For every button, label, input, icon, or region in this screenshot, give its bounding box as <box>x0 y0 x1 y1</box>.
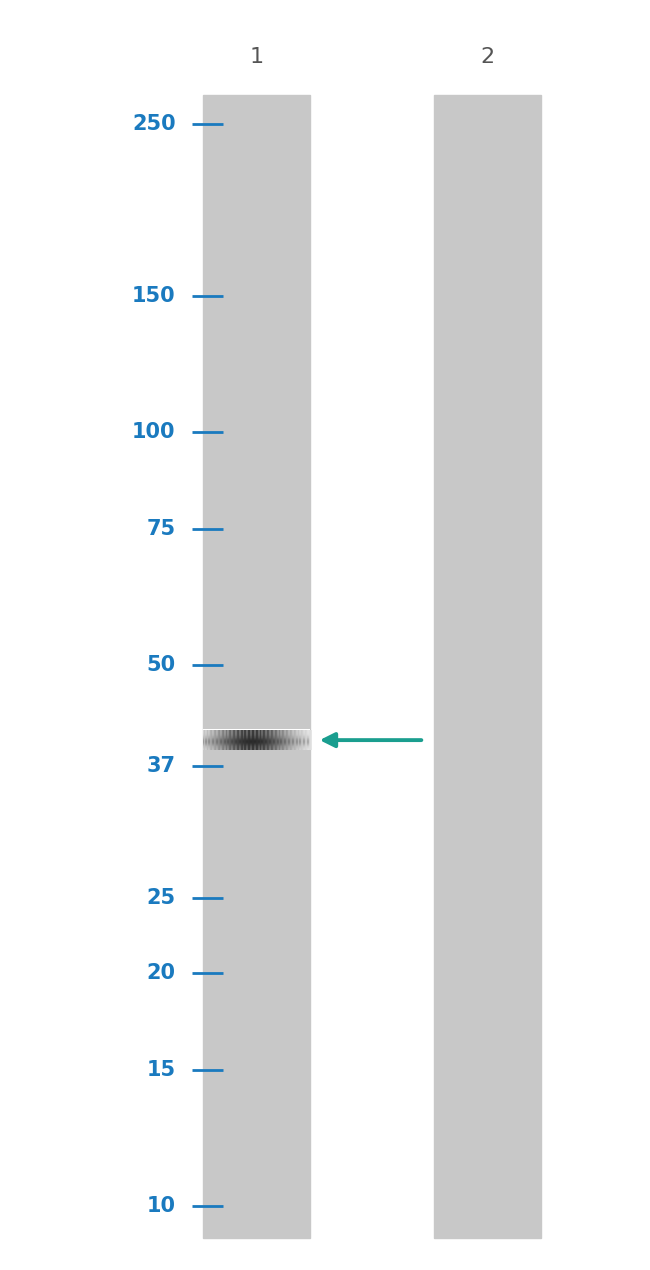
Bar <box>225 730 227 751</box>
Bar <box>220 730 222 751</box>
Text: 150: 150 <box>132 286 176 306</box>
Bar <box>296 730 298 751</box>
Bar <box>211 730 213 751</box>
Text: 25: 25 <box>146 888 176 908</box>
Bar <box>287 730 289 751</box>
Bar <box>292 730 294 751</box>
Text: 20: 20 <box>146 963 176 983</box>
Bar <box>216 730 218 751</box>
Text: 250: 250 <box>132 114 176 133</box>
Bar <box>207 730 209 751</box>
Bar <box>434 95 541 1238</box>
Bar <box>210 730 212 751</box>
Bar <box>305 730 307 751</box>
Text: 50: 50 <box>146 655 176 676</box>
Bar <box>226 730 228 751</box>
Bar <box>300 730 302 751</box>
Bar <box>230 730 232 751</box>
Bar <box>241 730 243 751</box>
Bar <box>289 730 291 751</box>
Bar <box>306 730 308 751</box>
Bar <box>215 730 217 751</box>
Bar <box>229 730 231 751</box>
Bar <box>244 730 246 751</box>
Bar <box>297 730 299 751</box>
Bar <box>214 730 216 751</box>
Bar <box>218 730 220 751</box>
Bar <box>304 730 306 751</box>
Text: 10: 10 <box>146 1196 176 1217</box>
Bar <box>309 730 311 751</box>
Bar <box>275 730 277 751</box>
Bar <box>270 730 272 751</box>
Bar <box>307 730 309 751</box>
Bar <box>274 730 276 751</box>
Text: 2: 2 <box>480 47 495 67</box>
Bar <box>311 730 313 751</box>
Bar <box>233 730 235 751</box>
Text: 37: 37 <box>146 757 176 776</box>
Bar <box>286 730 288 751</box>
Text: 75: 75 <box>146 518 176 538</box>
Bar <box>279 730 281 751</box>
Bar <box>240 730 242 751</box>
Bar <box>257 730 259 751</box>
Text: 1: 1 <box>250 47 264 67</box>
Bar <box>267 730 269 751</box>
Bar <box>224 730 226 751</box>
Bar <box>294 730 296 751</box>
Bar <box>250 730 252 751</box>
Bar <box>291 730 293 751</box>
Bar <box>266 730 268 751</box>
Bar <box>256 730 258 751</box>
Bar <box>209 730 211 751</box>
Bar <box>245 730 247 751</box>
Bar <box>203 730 205 751</box>
Bar <box>271 730 273 751</box>
Bar <box>281 730 283 751</box>
Bar <box>203 95 311 1238</box>
Bar <box>302 730 304 751</box>
Bar <box>248 730 250 751</box>
Bar <box>259 730 261 751</box>
Bar <box>222 730 224 751</box>
Bar <box>246 730 248 751</box>
Bar <box>227 730 229 751</box>
Bar <box>206 730 208 751</box>
Bar <box>235 730 237 751</box>
Bar <box>251 730 253 751</box>
Bar <box>278 730 280 751</box>
Bar <box>236 730 238 751</box>
Bar <box>272 730 274 751</box>
Bar <box>276 730 278 751</box>
Bar <box>252 730 254 751</box>
Bar <box>282 730 284 751</box>
Bar <box>205 730 207 751</box>
Bar <box>290 730 292 751</box>
Bar <box>231 730 233 751</box>
Bar <box>285 730 287 751</box>
Text: 15: 15 <box>146 1060 176 1080</box>
Bar <box>221 730 223 751</box>
Bar <box>283 730 285 751</box>
Bar <box>260 730 262 751</box>
Bar <box>263 730 265 751</box>
Bar <box>264 730 266 751</box>
Bar <box>239 730 240 751</box>
Bar <box>268 730 270 751</box>
Text: 100: 100 <box>132 422 176 442</box>
Bar <box>254 730 255 751</box>
Bar <box>213 730 214 751</box>
Bar <box>301 730 303 751</box>
Bar <box>261 730 263 751</box>
Bar <box>237 730 239 751</box>
Bar <box>255 730 257 751</box>
Bar <box>242 730 244 751</box>
Bar <box>298 730 300 751</box>
